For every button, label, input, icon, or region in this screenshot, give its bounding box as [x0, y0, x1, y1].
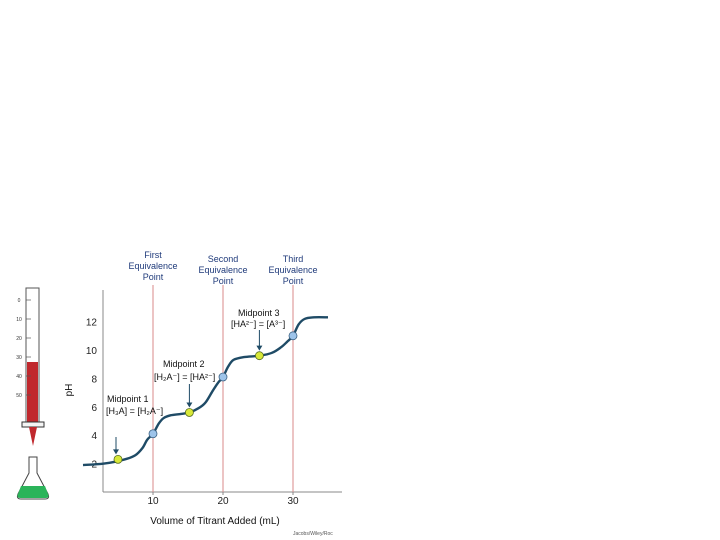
burette-liquid — [27, 362, 38, 424]
midpoint-marker — [254, 351, 264, 361]
y-tick-label: 10 — [86, 346, 98, 357]
midpoint-equation: [H₂A⁻] = [HA²⁻] — [154, 372, 215, 382]
credit-text: Jacobs/Wiley/Roc — [293, 531, 333, 537]
equivalence-label: Third — [283, 254, 304, 264]
equivalence-label: Point — [143, 272, 164, 282]
equivalence-labels: FirstEquivalencePointSecondEquivalencePo… — [128, 250, 317, 286]
equivalence-label: Equivalence — [198, 265, 247, 275]
equivalence-label: First — [144, 250, 162, 260]
midpoint-labels: Midpoint 1 [H₃A] = [H₂A⁻] Midpoint 2 [H₂A⁻]… — [106, 308, 285, 455]
titration-curve — [82, 316, 329, 467]
y-tick-label: 12 — [86, 318, 98, 329]
x-axis-title: Volume of Titrant Added (mL) — [150, 516, 280, 527]
burette-tip — [29, 427, 37, 446]
x-tick-label: 10 — [147, 496, 159, 507]
midpoint-equation: [HA²⁻] = [A³⁻] — [231, 319, 285, 329]
burette-scale-label: 40 — [16, 374, 22, 380]
midpoint-label: Midpoint 1 — [107, 394, 149, 404]
equivalence-label: Second — [208, 254, 239, 264]
y-tick-label: 6 — [91, 403, 97, 414]
burette-scale-label: 30 — [16, 355, 22, 361]
burette-scale-label: 10 — [16, 317, 22, 323]
equivalence-label: Point — [213, 276, 234, 286]
burette-scale-label: 20 — [16, 336, 22, 342]
flask-liquid — [17, 486, 49, 498]
midpoint-equation: [H₃A] = [H₂A⁻] — [106, 406, 163, 416]
x-tick-label: 30 — [287, 496, 299, 507]
midpoint-arrow-head — [113, 449, 119, 455]
point-markers — [113, 331, 298, 464]
equivalence-point-marker — [148, 429, 158, 439]
burette-scale-label: 50 — [16, 393, 22, 399]
equivalence-point-marker — [288, 331, 298, 341]
midpoint-marker — [184, 408, 194, 417]
y-axis-title: pH — [64, 384, 75, 397]
midpoint-label: Midpoint 2 — [163, 359, 205, 369]
burette-scale-label: 0 — [18, 298, 21, 304]
midpoint-label: Midpoint 3 — [238, 308, 280, 318]
x-tick-labels: 10 20 30 — [147, 492, 299, 507]
equivalence-lines — [152, 285, 294, 492]
x-tick-label: 20 — [217, 496, 229, 507]
y-tick-label: 4 — [91, 431, 97, 442]
stopcock — [21, 421, 45, 428]
burette-scale: 0 10 20 30 40 50 — [16, 298, 31, 399]
midpoint-marker — [113, 454, 123, 464]
equivalence-label: Equivalence — [268, 265, 317, 275]
equivalence-label: Point — [283, 276, 304, 286]
equivalence-point-marker — [218, 372, 228, 382]
burette-illustration: 0 10 20 30 40 50 — [16, 287, 50, 500]
equivalence-label: Equivalence — [128, 261, 177, 271]
midpoint-arrow-head — [256, 345, 263, 351]
midpoint-arrow-head — [186, 402, 193, 408]
y-tick-label: 8 — [91, 374, 97, 385]
